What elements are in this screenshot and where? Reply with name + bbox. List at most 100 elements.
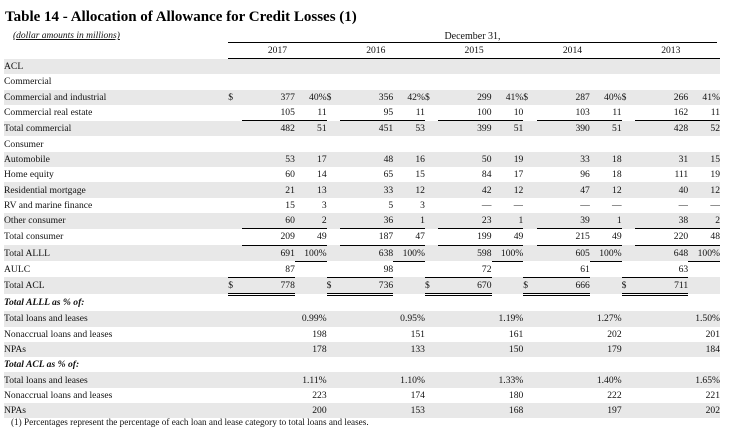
percent-cell: 100% (294, 244, 327, 262)
dollar-sign (622, 74, 635, 89)
amount-cell (438, 388, 491, 403)
dollar-sign (622, 294, 635, 311)
amount-cell (340, 294, 393, 311)
amount-cell (242, 74, 295, 89)
dollar-sign (228, 357, 241, 372)
dollar-sign (523, 372, 537, 388)
percent-cell: 200 (294, 403, 327, 419)
percent-cell (393, 277, 425, 295)
percent-cell: 11 (415, 107, 425, 119)
dollar-sign (326, 151, 340, 168)
amount-cell: 103 (575, 107, 590, 119)
percent-cell: 223 (312, 389, 327, 401)
amount-cell: 299 (438, 89, 492, 105)
amount-cell: 98 (383, 263, 394, 275)
table-row: Automobile 53 17 48 16 50 19 33 18 31 15 (4, 151, 720, 168)
percent-cell: 18 (589, 151, 622, 168)
dollar-sign (523, 327, 536, 342)
dollar-sign (622, 136, 635, 151)
amount-cell: 60 (285, 169, 295, 181)
dollar-sign (523, 388, 536, 403)
table-row: Other consumer 60 2 36 1 23 1 39 1 38 2 (4, 212, 720, 229)
amount-cell: 31 (634, 151, 689, 168)
amount-cell: 187 (339, 228, 394, 246)
percent-cell: 168 (491, 403, 524, 419)
table-row: AULC 87 98 72 61 63 (4, 261, 720, 277)
amount-cell (536, 311, 590, 327)
dollar-sign (228, 151, 242, 168)
dollar-sign (523, 403, 537, 419)
amount-cell: 100 (477, 107, 492, 119)
percent-cell (688, 74, 720, 89)
table-row: Residential mortgage 21 13 33 12 42 12 47 12 40 12 (4, 182, 720, 198)
amount-cell: 691 (241, 244, 295, 262)
percent-cell: 40% (589, 89, 622, 105)
dollar-sign (424, 403, 439, 419)
percent-cell: 15 (415, 169, 425, 181)
amount-cell: 36 (339, 212, 394, 229)
dollar-sign (326, 341, 340, 358)
percent-cell (393, 74, 425, 89)
header-spacer (4, 43, 228, 59)
amount-cell (241, 403, 295, 419)
amount-cell (339, 403, 394, 419)
percent-cell: 16 (393, 151, 425, 168)
percent-cell (590, 357, 622, 372)
row-label: Nonaccrual loans and leases (4, 389, 113, 401)
amount-cell: 47 (536, 182, 590, 198)
dollar-sign (228, 403, 242, 419)
amount-cell: 482 (241, 120, 295, 137)
dollar-sign (326, 182, 340, 198)
percent-cell: 202 (607, 328, 622, 340)
dollar-sign (424, 311, 439, 327)
dollar-sign: $ (326, 89, 340, 105)
dollar-sign (621, 120, 635, 137)
percent-cell: 1.19% (491, 311, 524, 327)
amount-cell: 390 (536, 120, 590, 137)
amount-cell: 33 (536, 151, 590, 168)
dollar-sign (621, 245, 635, 262)
amount-cell (242, 357, 295, 372)
row-label: Commercial real estate (4, 107, 93, 119)
amount-cell: 111 (674, 169, 689, 181)
period-rule (228, 42, 717, 43)
percent-cell (295, 294, 327, 311)
percent-cell (590, 294, 622, 311)
percent-cell: 3 (420, 199, 425, 211)
year-header: 2015 (424, 43, 524, 59)
amount-cell (438, 357, 491, 372)
dollar-sign (326, 311, 340, 327)
amount-cell: 63 (678, 263, 689, 275)
percent-cell (393, 294, 425, 311)
amount-cell (536, 58, 590, 75)
row-label: Other consumer (4, 212, 229, 229)
dollar-sign (424, 245, 439, 262)
amount-cell: 377 (241, 89, 295, 105)
year-header: 2014 (523, 43, 622, 59)
percent-cell (393, 261, 425, 277)
amount-cell: 23 (438, 212, 492, 229)
dollar-sign (424, 341, 439, 358)
percent-cell: 12 (589, 182, 622, 198)
table-row: RV and marine finance 15 3 5 3 — — — — — — (4, 198, 720, 213)
dollar-sign (622, 357, 635, 372)
percent-cell: 2 (688, 212, 720, 229)
dollar-sign (228, 136, 241, 151)
percent-cell: 100% (393, 244, 425, 262)
percent-cell: 153 (393, 403, 425, 419)
dollar-sign (621, 372, 635, 388)
amount-cell: 199 (438, 228, 492, 246)
percent-cell: 1.65% (688, 372, 720, 388)
dollar-sign (327, 229, 340, 245)
percent-cell: 0.95% (393, 311, 425, 327)
amount-cell (438, 294, 491, 311)
row-label: Automobile (4, 151, 229, 168)
percent-cell (492, 136, 524, 151)
dollar-sign (326, 120, 340, 137)
percent-cell (688, 261, 720, 277)
percent-cell: 2 (294, 212, 327, 229)
amount-cell: 60 (241, 212, 295, 229)
dollar-sign (622, 327, 635, 342)
amount-cell (536, 403, 590, 419)
amount-cell: 65 (383, 169, 394, 181)
